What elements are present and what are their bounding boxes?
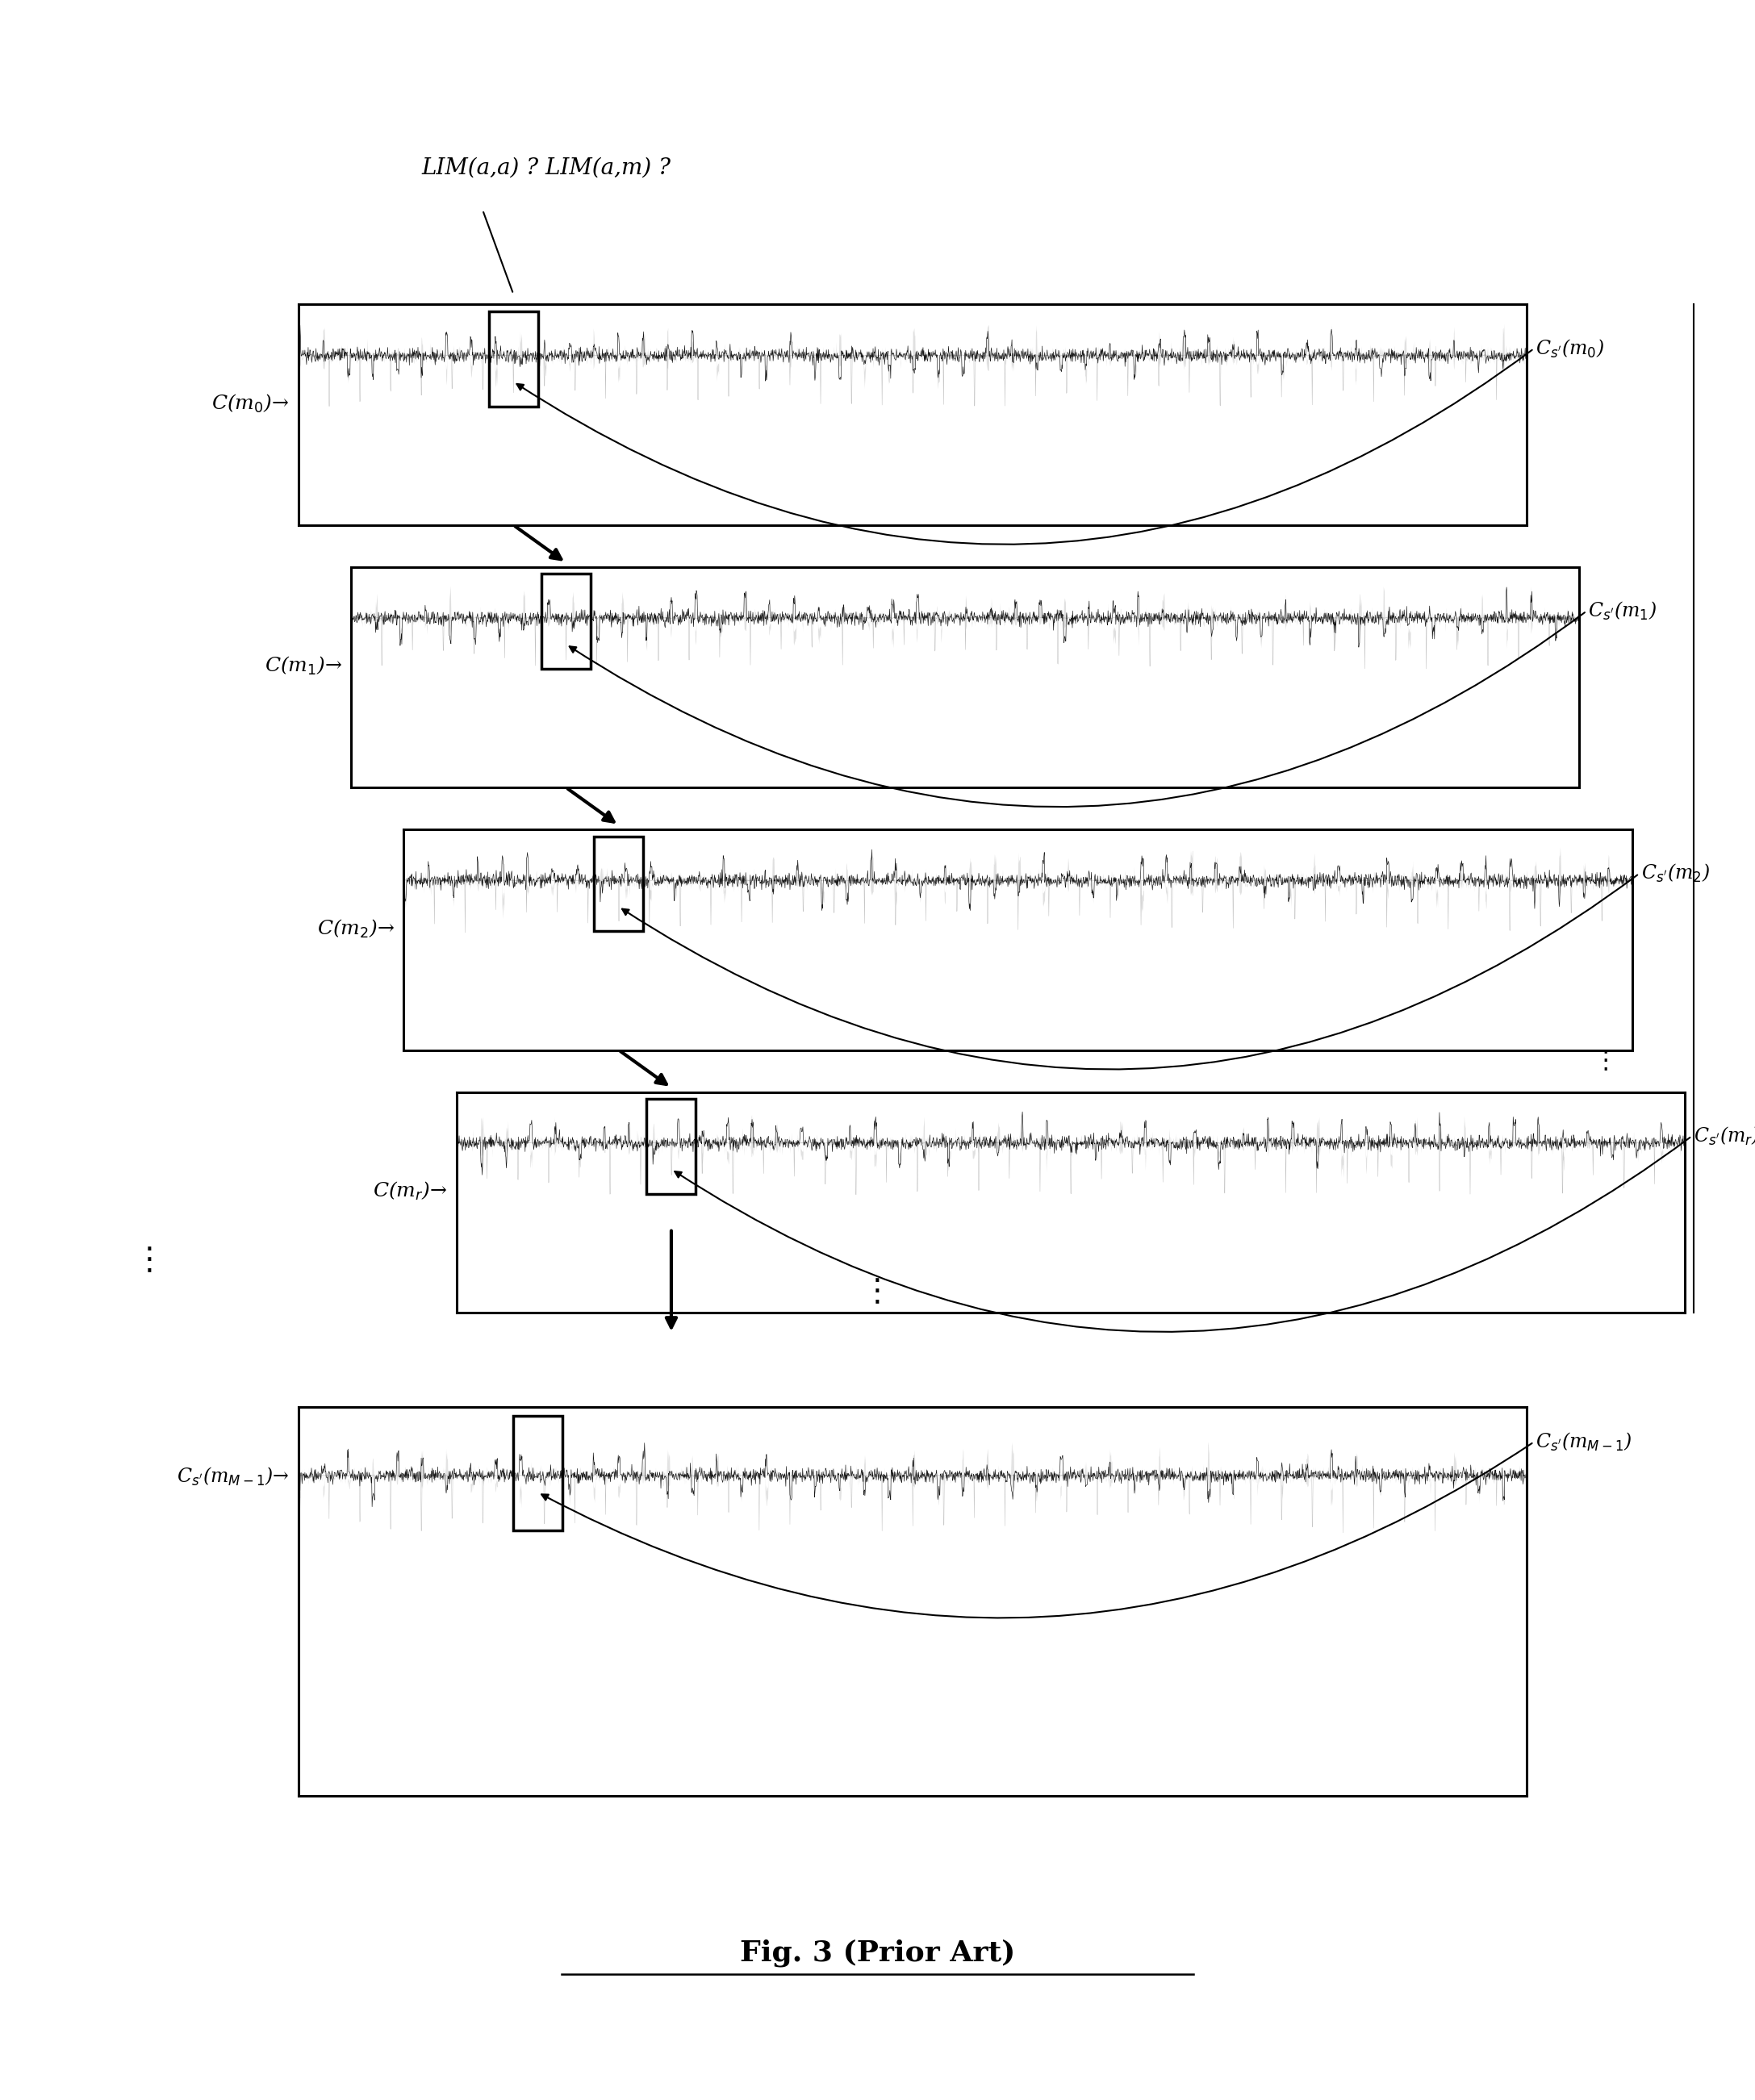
Text: C$_{s'}$(m$_r$): C$_{s'}$(m$_r$)	[1694, 1126, 1755, 1147]
Text: C(m$_2$)→: C(m$_2$)→	[318, 918, 395, 939]
Bar	[541, 573, 590, 668]
Text: ⋮: ⋮	[1594, 1048, 1618, 1073]
Bar	[646, 1098, 695, 1193]
Text: C$_{s'}$(m$_{M-1}$)→: C$_{s'}$(m$_{M-1}$)→	[177, 1466, 290, 1489]
Bar	[488, 311, 537, 405]
Text: ⋮: ⋮	[133, 1245, 165, 1275]
Text: C(m$_0$)→: C(m$_0$)→	[212, 393, 290, 414]
Bar	[593, 836, 642, 930]
Text: Fig. 3 (Prior Art): Fig. 3 (Prior Art)	[741, 1938, 1014, 1968]
Text: C$_{s'}$(m$_{M-1}$): C$_{s'}$(m$_{M-1}$)	[1536, 1430, 1632, 1453]
Text: ⋮: ⋮	[862, 1277, 893, 1306]
Text: LIM(a,a) ? LIM(a,m) ?: LIM(a,a) ? LIM(a,m) ?	[421, 158, 670, 178]
Text: C(m$_1$)→: C(m$_1$)→	[265, 655, 342, 676]
Text: C$_{s'}$(m$_0$): C$_{s'}$(m$_0$)	[1536, 338, 1604, 359]
Text: C$_{s'}$(m$_1$): C$_{s'}$(m$_1$)	[1588, 601, 1657, 622]
Text: C(m$_r$)→: C(m$_r$)→	[372, 1180, 448, 1201]
Text: C$_{s'}$(m$_2$): C$_{s'}$(m$_2$)	[1641, 863, 1709, 884]
Bar	[512, 1415, 562, 1531]
